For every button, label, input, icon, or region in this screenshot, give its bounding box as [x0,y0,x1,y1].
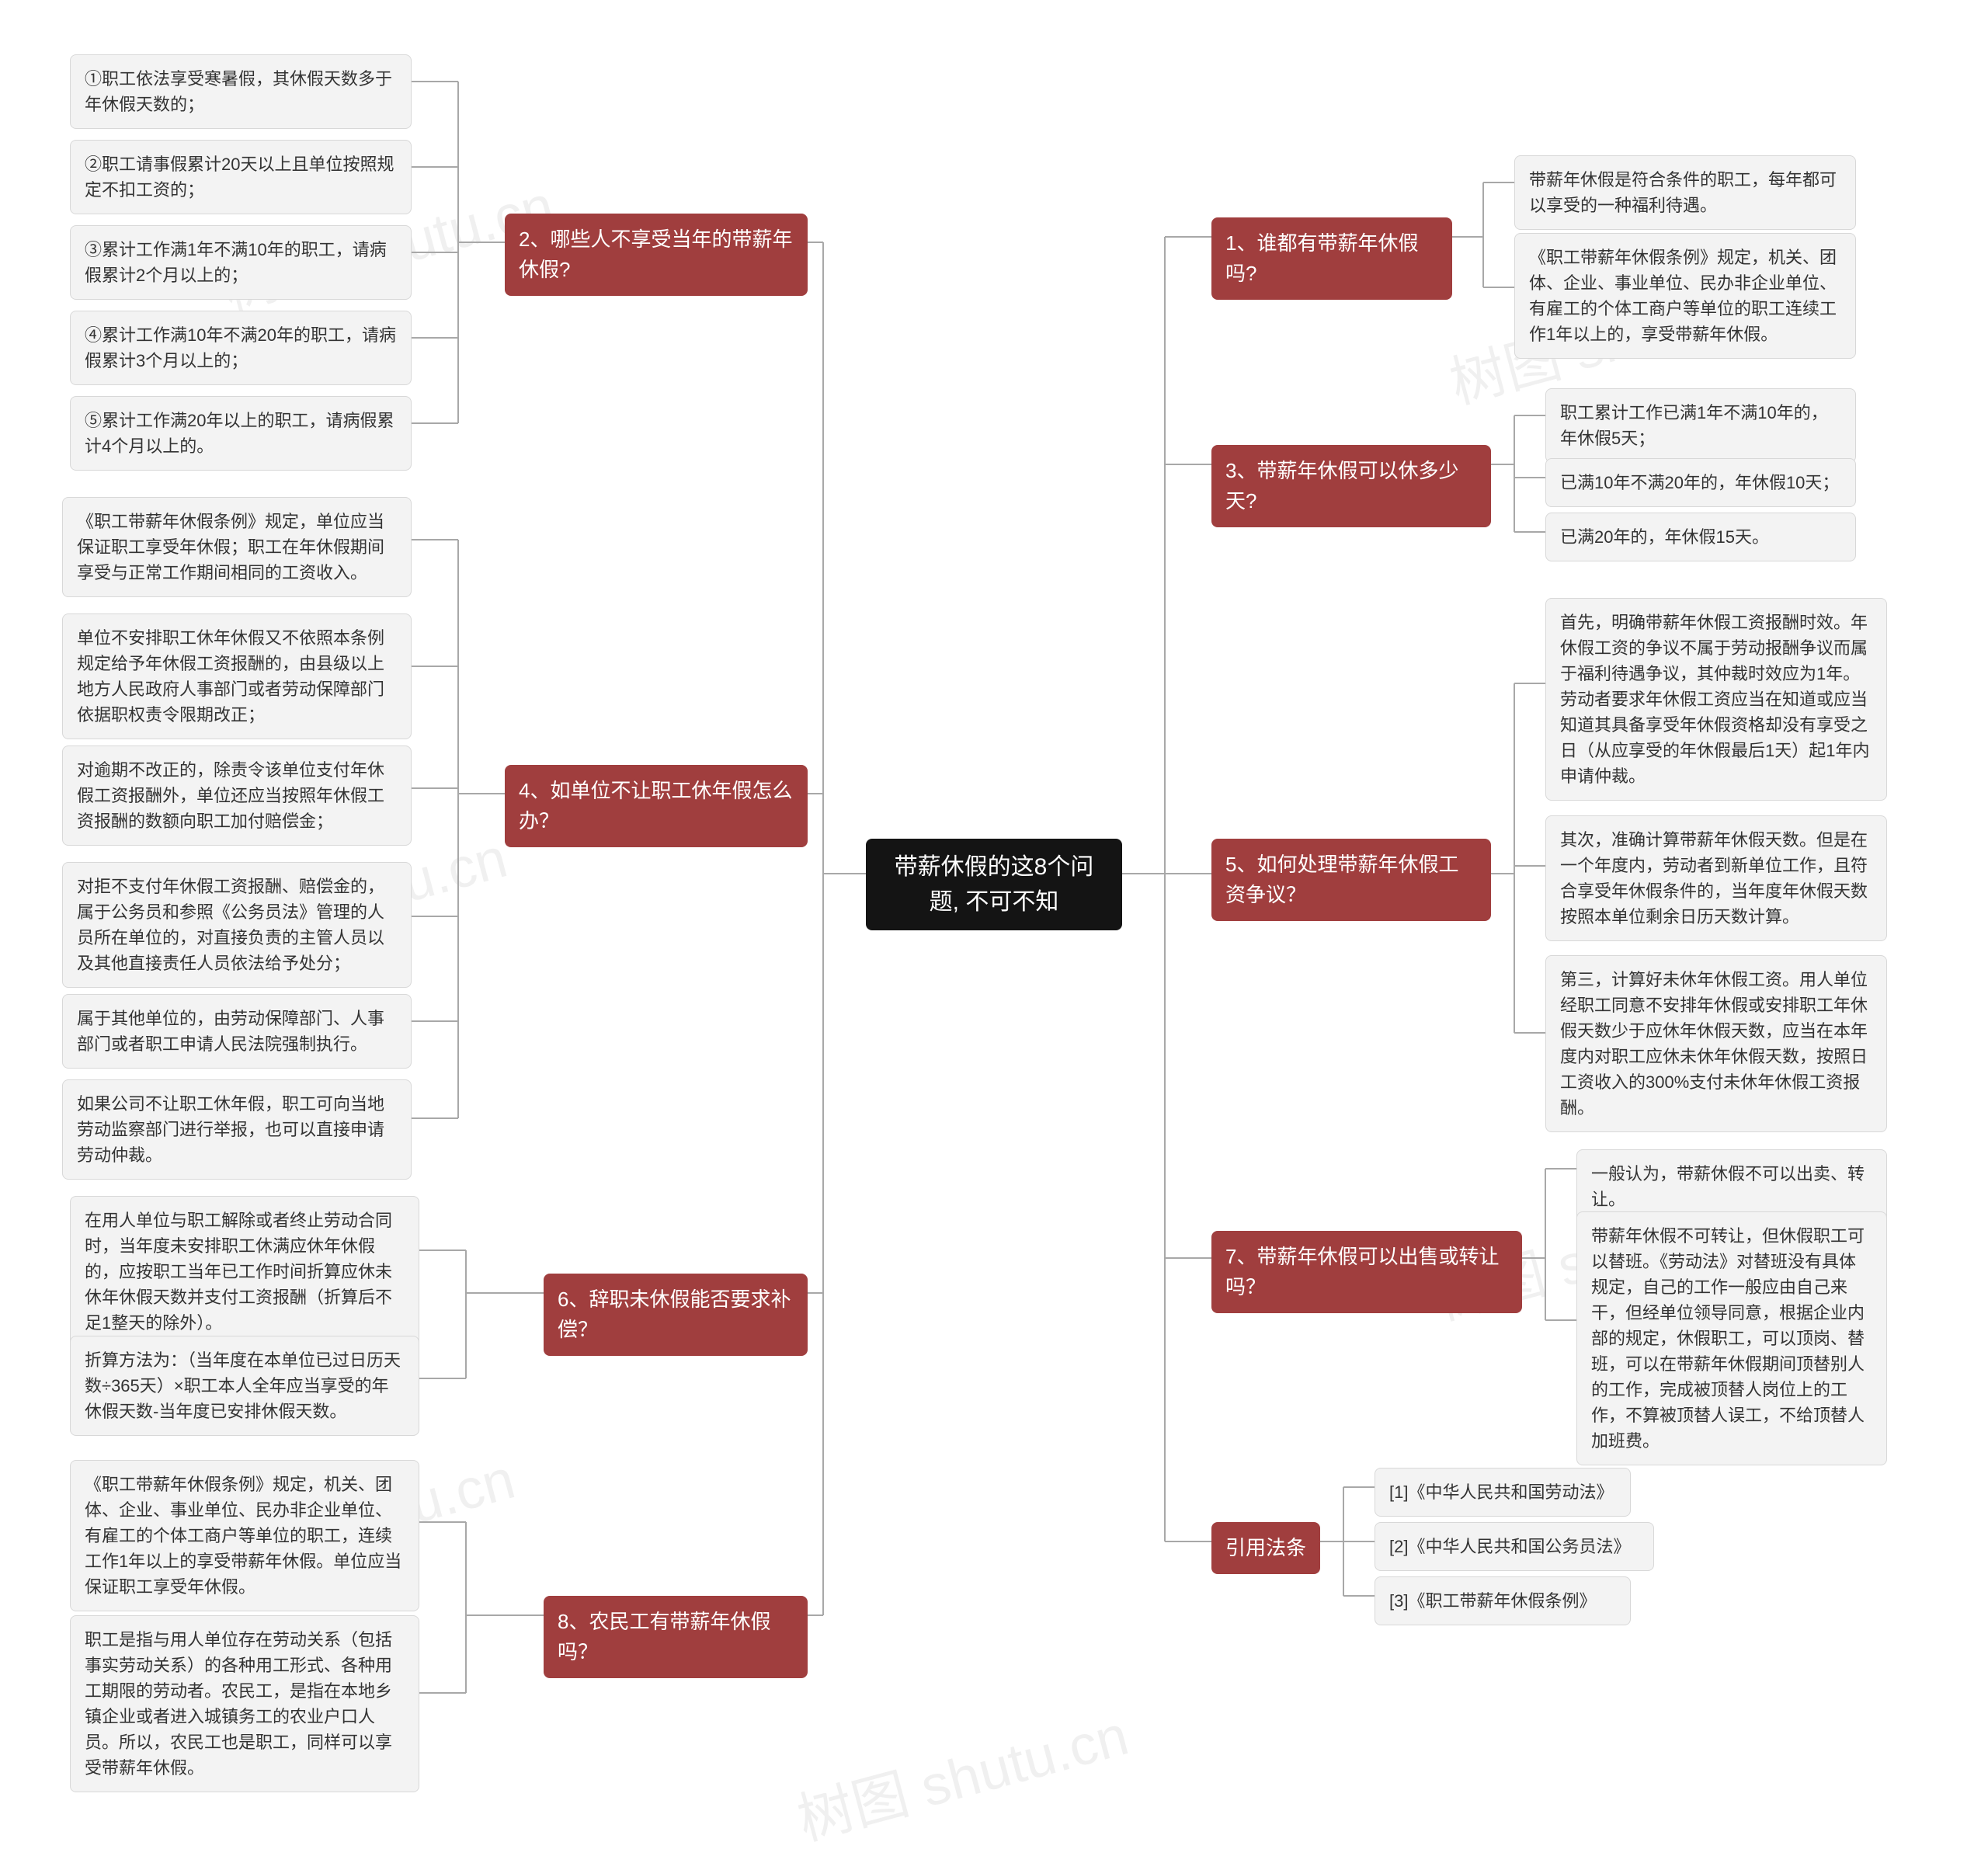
leaf-6-1: 折算方法为：（当年度在本单位已过日历天数÷365天）×职工本人全年应当享受的年休… [70,1336,419,1436]
branch-7: 7、带薪年休假可以出售或转让吗？ [1211,1231,1522,1313]
leaf-4-0: 《职工带薪年休假条例》规定，单位应当保证职工享受年休假；职工在年休假期间享受与正… [62,497,412,597]
leaf-5-0: 首先，明确带薪年休假工资报酬时效。年休假工资的争议不属于劳动报酬争议而属于福利待… [1545,598,1887,801]
leaf-4-2: 对逾期不改正的，除责令该单位支付年休假工资报酬外，单位还应当按照年休假工资报酬的… [62,746,412,846]
leaf-8-0: 《职工带薪年休假条例》规定，机关、团体、企业、事业单位、民办非企业单位、有雇工的… [70,1460,419,1611]
leaf-2-0: ①职工依法享受寒暑假，其休假天数多于年休假天数的； [70,54,412,129]
leaf-3-1: 已满10年不满20年的，年休假10天； [1545,458,1856,507]
leaf-7-1: 带薪年休假不可转让，但休假职工可以替班。《劳动法》对替班没有具体规定，自己的工作… [1576,1211,1887,1465]
leaf-3-0: 职工累计工作已满1年不满10年的，年休假5天； [1545,388,1856,463]
branch-4: 4、如单位不让职工休年假怎么办？ [505,765,808,847]
leaf-1-0: 带薪年休假是符合条件的职工，每年都可以享受的一种福利待遇。 [1514,155,1856,230]
leaf-1-1: 《职工带薪年休假条例》规定，机关、团体、企业、事业单位、民办非企业单位、有雇工的… [1514,233,1856,359]
leaf-8-1: 职工是指与用人单位存在劳动关系（包括事实劳动关系）的各种用工形式、各种用工期限的… [70,1615,419,1792]
leaf-4-4: 属于其他单位的，由劳动保障部门、人事部门或者职工申请人民法院强制执行。 [62,994,412,1069]
branch-6: 6、辞职未休假能否要求补偿？ [544,1274,808,1356]
leaf-5-1: 其次，准确计算带薪年休假天数。但是在一个年度内，劳动者到新单位工作，且符合享受年… [1545,815,1887,941]
leaf-4-3: 对拒不支付年休假工资报酬、赔偿金的，属于公务员和参照《公务员法》管理的人员所在单… [62,862,412,988]
leaf-ref-1: [2]《中华人民共和国公务员法》 [1375,1522,1654,1571]
leaf-6-0: 在用人单位与职工解除或者终止劳动合同时，当年度未安排职工休满应休年休假的，应按职… [70,1196,419,1347]
branch-1: 1、谁都有带薪年休假吗? [1211,217,1452,300]
leaf-4-1: 单位不安排职工休年休假又不依照本条例规定给予年休假工资报酬的，由县级以上地方人民… [62,613,412,739]
branch-8: 8、农民工有带薪年休假吗？ [544,1596,808,1678]
branch-3: 3、带薪年休假可以休多少天? [1211,445,1491,527]
leaf-2-2: ③累计工作满1年不满10年的职工，请病假累计2个月以上的； [70,225,412,300]
branch-2: 2、哪些人不享受当年的带薪年休假? [505,214,808,296]
leaf-3-2: 已满20年的，年休假15天。 [1545,513,1856,561]
leaf-ref-2: [3]《职工带薪年休假条例》 [1375,1576,1631,1625]
branch-5: 5、如何处理带薪年休假工资争议？ [1211,839,1491,921]
branch-refs: 引用法条 [1211,1522,1320,1574]
leaf-ref-0: [1]《中华人民共和国劳动法》 [1375,1468,1631,1517]
leaf-4-5: 如果公司不让职工休年假，职工可向当地劳动监察部门进行举报，也可以直接申请劳动仲裁… [62,1079,412,1180]
leaf-2-4: ⑤累计工作满20年以上的职工，请病假累计4个月以上的。 [70,396,412,471]
leaf-2-1: ②职工请事假累计20天以上且单位按照规定不扣工资的； [70,140,412,214]
leaf-5-2: 第三，计算好未休年休假工资。用人单位经职工同意不安排年休假或安排职工年休假天数少… [1545,955,1887,1132]
leaf-2-3: ④累计工作满10年不满20年的职工，请病假累计3个月以上的； [70,311,412,385]
watermark: 树图 shutu.cn [787,1689,1136,1855]
root-node: 带薪休假的这8个问题, 不可不知 [866,839,1122,930]
